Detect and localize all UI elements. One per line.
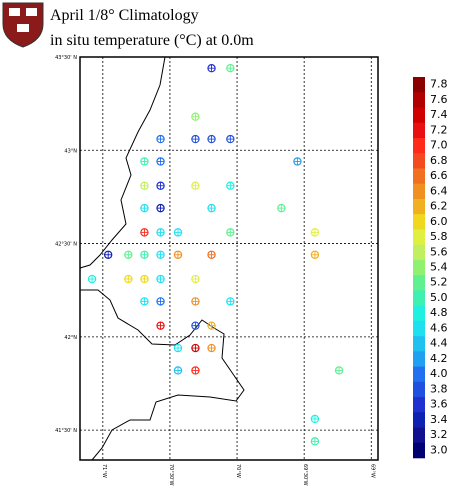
colorbar-swatch (413, 122, 425, 139)
colorbar-label: 6.0 (430, 215, 448, 228)
colorbar-label: 3.0 (430, 443, 448, 456)
colorbar-swatch (413, 198, 425, 215)
colorbar-label: 6.4 (430, 184, 448, 197)
book (26, 8, 37, 16)
colorbar-swatch (413, 244, 425, 261)
colorbar-label: 6.6 (430, 169, 448, 182)
coastline (79, 56, 245, 461)
colorbar-swatch (413, 168, 425, 184)
y-tick-label: 42°30' N (55, 242, 77, 248)
colorbar-label: 7.0 (430, 139, 448, 152)
colorbar-label: 3.2 (430, 428, 448, 441)
subtitle: in situ temperature (°C) at 0.0m (50, 32, 254, 49)
x-tick-label: 69°W (369, 464, 375, 478)
y-tick-label: 43°30' N (55, 55, 77, 61)
colorbar-label: 3.4 (430, 413, 448, 426)
colorbar-label: 4.0 (430, 367, 448, 380)
colorbar-swatch (413, 92, 425, 108)
colorbar-swatch (413, 366, 425, 383)
colorbar-label: 6.8 (430, 154, 448, 167)
x-tick-label: 70°30'W (168, 464, 174, 486)
colorbar-swatch (413, 214, 425, 230)
title: April 1/8° Climatology (50, 7, 199, 24)
logo (2, 2, 44, 48)
y-tick-label: 42°N (64, 335, 77, 341)
colorbar-swatch (413, 137, 425, 154)
colorbar-swatch (413, 381, 425, 398)
colorbar-label: 3.8 (430, 382, 448, 395)
colorbar-swatch (413, 397, 425, 413)
colorbar-label: 6.2 (430, 200, 448, 213)
colorbar-label: 4.4 (430, 337, 448, 350)
colorbar-swatch (413, 229, 425, 245)
y-tick-label: 41°30' N (55, 428, 77, 434)
colorbar-swatch (413, 442, 425, 459)
colorbar-label: 7.6 (430, 93, 448, 106)
colorbar-label: 3.6 (430, 398, 448, 411)
colorbar-label: 5.8 (430, 230, 448, 243)
x-tick-label: 69°30'W (302, 464, 308, 486)
colorbar-label: 4.2 (430, 352, 448, 365)
book (17, 24, 29, 32)
map-layer: 43°30' N 43°N 42°30' N 42°N 41°30' N 71°W 70°3… (55, 55, 447, 486)
x-tick-label: 71°W (101, 464, 107, 478)
colorbar-label: 4.6 (430, 321, 448, 334)
colorbar-label: 7.8 (430, 78, 448, 91)
colorbar-label: 5.4 (430, 261, 448, 274)
colorbar-swatch (413, 275, 425, 291)
colorbar-swatch (413, 305, 425, 322)
colorbar-swatch (413, 351, 425, 367)
colorbar-label: 5.0 (430, 291, 448, 304)
x-tick-label: 70°W (235, 464, 241, 478)
colorbar-label: 7.4 (430, 108, 448, 121)
book (9, 8, 20, 16)
colorbar-label: 5.2 (430, 276, 448, 289)
colorbar-swatch (413, 77, 425, 93)
colorbar-swatch (413, 336, 425, 352)
colorbar-label: 4.8 (430, 306, 448, 319)
colorbar-swatch (413, 290, 425, 306)
colorbar-swatch (413, 320, 425, 337)
colorbar-swatch (413, 107, 425, 124)
colorbar-swatch (413, 412, 425, 428)
colorbar-swatch (413, 427, 425, 444)
colorbar-swatch (413, 183, 425, 200)
colorbar-label: 5.6 (430, 245, 448, 258)
colorbar-swatch (413, 259, 425, 276)
colorbar-label: 7.2 (430, 123, 448, 136)
y-tick-label: 43°N (64, 148, 77, 154)
colorbar-swatch (413, 153, 425, 169)
